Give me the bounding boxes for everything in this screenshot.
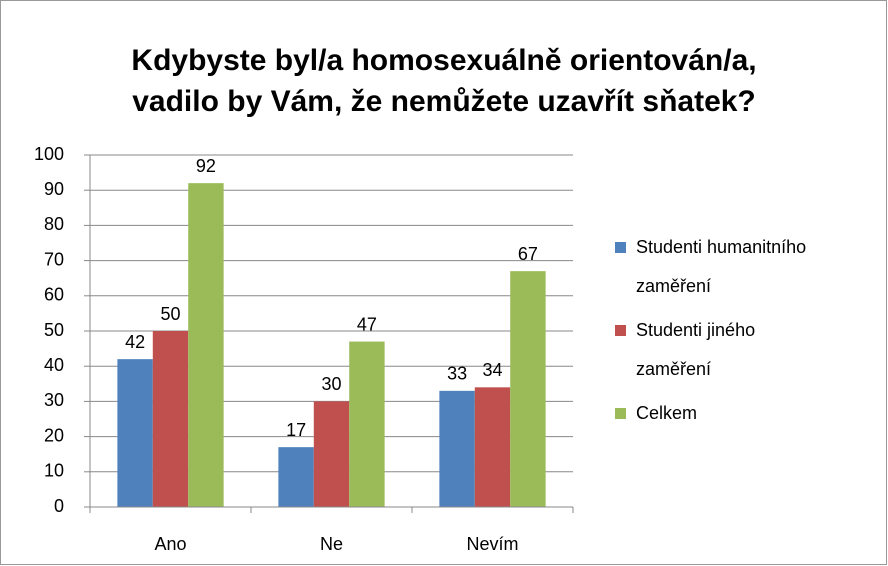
- chart-title: Kdybyste byl/a homosexuálně orientován/a…: [131, 44, 756, 77]
- bar: [439, 390, 475, 507]
- legend-line: Studenti humanitního: [636, 237, 806, 257]
- y-tick-label: 20: [44, 425, 64, 445]
- y-tick-label: 90: [44, 179, 64, 199]
- bar: [188, 183, 224, 507]
- y-tick-label: 50: [44, 320, 64, 340]
- x-tick-label: Ne: [320, 534, 343, 554]
- y-tick-label: 60: [44, 285, 64, 305]
- data-label: 50: [160, 304, 180, 324]
- y-tick-label: 80: [44, 214, 64, 234]
- x-tick-label: Nevím: [466, 534, 518, 554]
- data-label: 34: [482, 360, 502, 380]
- y-tick-label: 30: [44, 390, 64, 410]
- y-tick-label: 10: [44, 461, 64, 481]
- legend-swatch: [615, 325, 626, 336]
- bar: [474, 387, 511, 507]
- data-label: 92: [196, 156, 216, 176]
- bar: [117, 359, 153, 507]
- legend-label: Celkem: [636, 403, 697, 423]
- y-tick-label: 100: [34, 144, 64, 164]
- data-label: 33: [447, 364, 467, 384]
- legend-label: Studenti jiného zaměření: [636, 320, 755, 379]
- bar: [152, 331, 189, 507]
- data-label: 42: [125, 332, 145, 352]
- legend-line: Celkem: [636, 403, 697, 423]
- y-tick-label: 70: [44, 249, 64, 269]
- legend-swatch: [615, 408, 626, 419]
- legend-swatch: [615, 242, 626, 253]
- data-label: 67: [518, 244, 538, 264]
- y-tick-label: 40: [44, 355, 64, 375]
- data-label: 17: [286, 420, 306, 440]
- y-tick-label: 0: [54, 496, 64, 516]
- x-tick-label: Ano: [154, 534, 186, 554]
- bar: [278, 447, 314, 507]
- data-label: 30: [321, 374, 341, 394]
- chart-title: vadilo by Vám, že nemůžete uzavřít sňate…: [132, 85, 756, 118]
- legend-label: Studenti humanitního zaměření: [636, 237, 806, 296]
- legend-line: Studenti jiného: [636, 320, 755, 340]
- data-label: 47: [357, 314, 377, 334]
- bar: [510, 271, 546, 507]
- bar: [349, 341, 385, 507]
- legend-line: zaměření: [636, 359, 711, 379]
- legend-line: zaměření: [636, 276, 711, 296]
- bar: [313, 401, 350, 507]
